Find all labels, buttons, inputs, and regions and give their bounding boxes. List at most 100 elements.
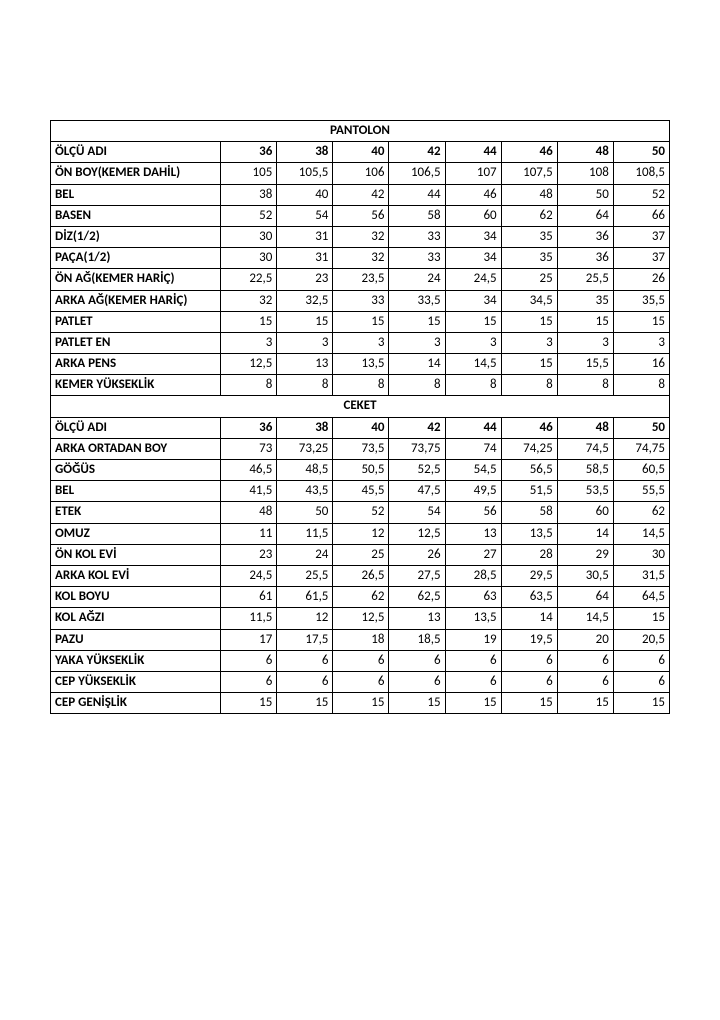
measurement-label: ARKA KOL EVİ	[51, 565, 221, 586]
measurement-label: CEP GENİŞLİK	[51, 693, 221, 714]
size-header: 38	[277, 417, 333, 438]
measurement-value: 13,5	[333, 354, 389, 375]
size-header: 48	[557, 142, 613, 163]
measurement-value: 48	[221, 502, 277, 523]
measurement-value: 6	[333, 671, 389, 692]
measurement-value: 8	[389, 375, 445, 396]
table-row: ARKA AĞ(KEMER HARİÇ)3232,53333,53434,535…	[51, 290, 670, 311]
measurement-label: DİZ(1/2)	[51, 226, 221, 247]
measurement-value: 6	[445, 650, 501, 671]
measurement-value: 54,5	[445, 460, 501, 481]
measurement-value: 30	[221, 226, 277, 247]
measurement-value: 64	[557, 205, 613, 226]
table-row: KOL BOYU6161,56262,56363,56464,5	[51, 587, 670, 608]
table-row: CEP YÜKSEKLİK66666666	[51, 671, 670, 692]
measurement-value: 74	[445, 438, 501, 459]
measurement-value: 15,5	[557, 354, 613, 375]
measurement-value: 32,5	[277, 290, 333, 311]
measurement-value: 8	[333, 375, 389, 396]
measurement-value: 53,5	[557, 481, 613, 502]
size-header: 44	[445, 417, 501, 438]
measurement-value: 56	[445, 502, 501, 523]
measurement-value: 16	[613, 354, 669, 375]
measurement-value: 6	[501, 671, 557, 692]
measurement-value: 15	[333, 311, 389, 332]
measurement-label: KOL BOYU	[51, 587, 221, 608]
measurement-value: 15	[613, 608, 669, 629]
measurement-label: BASEN	[51, 205, 221, 226]
measurement-value: 15	[501, 311, 557, 332]
section-title: PANTOLON	[51, 121, 670, 142]
measurement-value: 52,5	[389, 460, 445, 481]
measurement-value: 36	[557, 226, 613, 247]
measurement-value: 15	[445, 311, 501, 332]
measurement-value: 58	[501, 502, 557, 523]
measurement-value: 3	[221, 332, 277, 353]
header-label: ÖLÇÜ ADI	[51, 142, 221, 163]
measurement-value: 8	[557, 375, 613, 396]
measurement-value: 35	[557, 290, 613, 311]
measurement-value: 24,5	[221, 565, 277, 586]
measurement-value: 15	[389, 693, 445, 714]
measurement-label: OMUZ	[51, 523, 221, 544]
measurement-value: 13	[445, 523, 501, 544]
measurement-label: CEP YÜKSEKLİK	[51, 671, 221, 692]
measurement-value: 52	[333, 502, 389, 523]
measurement-value: 33	[333, 290, 389, 311]
measurement-value: 3	[557, 332, 613, 353]
measurement-value: 32	[221, 290, 277, 311]
table-row: PATLET EN33333333	[51, 332, 670, 353]
measurement-value: 18	[333, 629, 389, 650]
table-row: ARKA ORTADAN BOY7373,2573,573,757474,257…	[51, 438, 670, 459]
measurement-value: 29	[557, 544, 613, 565]
table-row: GÖĞÜS46,548,550,552,554,556,558,560,5	[51, 460, 670, 481]
measurement-value: 28	[501, 544, 557, 565]
measurement-value: 15	[501, 354, 557, 375]
measurement-value: 19,5	[501, 629, 557, 650]
table-row: CEP GENİŞLİK1515151515151515	[51, 693, 670, 714]
measurement-value: 8	[445, 375, 501, 396]
measurement-value: 73	[221, 438, 277, 459]
measurement-value: 12	[277, 608, 333, 629]
measurement-value: 42	[333, 184, 389, 205]
measurement-value: 6	[221, 650, 277, 671]
measurement-value: 25	[501, 269, 557, 290]
measurement-value: 8	[501, 375, 557, 396]
measurement-value: 50,5	[333, 460, 389, 481]
measurement-value: 14,5	[557, 608, 613, 629]
measurement-value: 14	[501, 608, 557, 629]
measurement-value: 33	[389, 248, 445, 269]
measurement-value: 58,5	[557, 460, 613, 481]
measurement-value: 58	[389, 205, 445, 226]
measurement-value: 60	[445, 205, 501, 226]
table-row: PAZU1717,51818,51919,52020,5	[51, 629, 670, 650]
measurement-value: 14,5	[445, 354, 501, 375]
measurement-value: 15	[613, 693, 669, 714]
table-row: YAKA YÜKSEKLİK66666666	[51, 650, 670, 671]
measurement-value: 14	[389, 354, 445, 375]
table-row: KEMER YÜKSEKLİK88888888	[51, 375, 670, 396]
measurement-value: 45,5	[333, 481, 389, 502]
measurement-value: 61,5	[277, 587, 333, 608]
size-header: 42	[389, 417, 445, 438]
measurement-label: YAKA YÜKSEKLİK	[51, 650, 221, 671]
measurement-value: 20,5	[613, 629, 669, 650]
size-header: 46	[501, 417, 557, 438]
measurement-value: 34,5	[501, 290, 557, 311]
measurement-value: 35,5	[613, 290, 669, 311]
measurement-value: 34	[445, 290, 501, 311]
measurement-label: ÖN KOL EVİ	[51, 544, 221, 565]
table-row: DİZ(1/2)3031323334353637	[51, 226, 670, 247]
measurement-value: 15	[613, 311, 669, 332]
measurement-value: 105,5	[277, 163, 333, 184]
measurement-value: 40	[277, 184, 333, 205]
measurement-value: 25,5	[557, 269, 613, 290]
measurement-value: 12,5	[333, 608, 389, 629]
size-header: 50	[613, 417, 669, 438]
measurement-value: 28,5	[445, 565, 501, 586]
measurement-value: 107,5	[501, 163, 557, 184]
measurement-value: 50	[277, 502, 333, 523]
measurement-value: 24,5	[445, 269, 501, 290]
measurement-value: 15	[557, 311, 613, 332]
measurement-value: 23	[221, 544, 277, 565]
